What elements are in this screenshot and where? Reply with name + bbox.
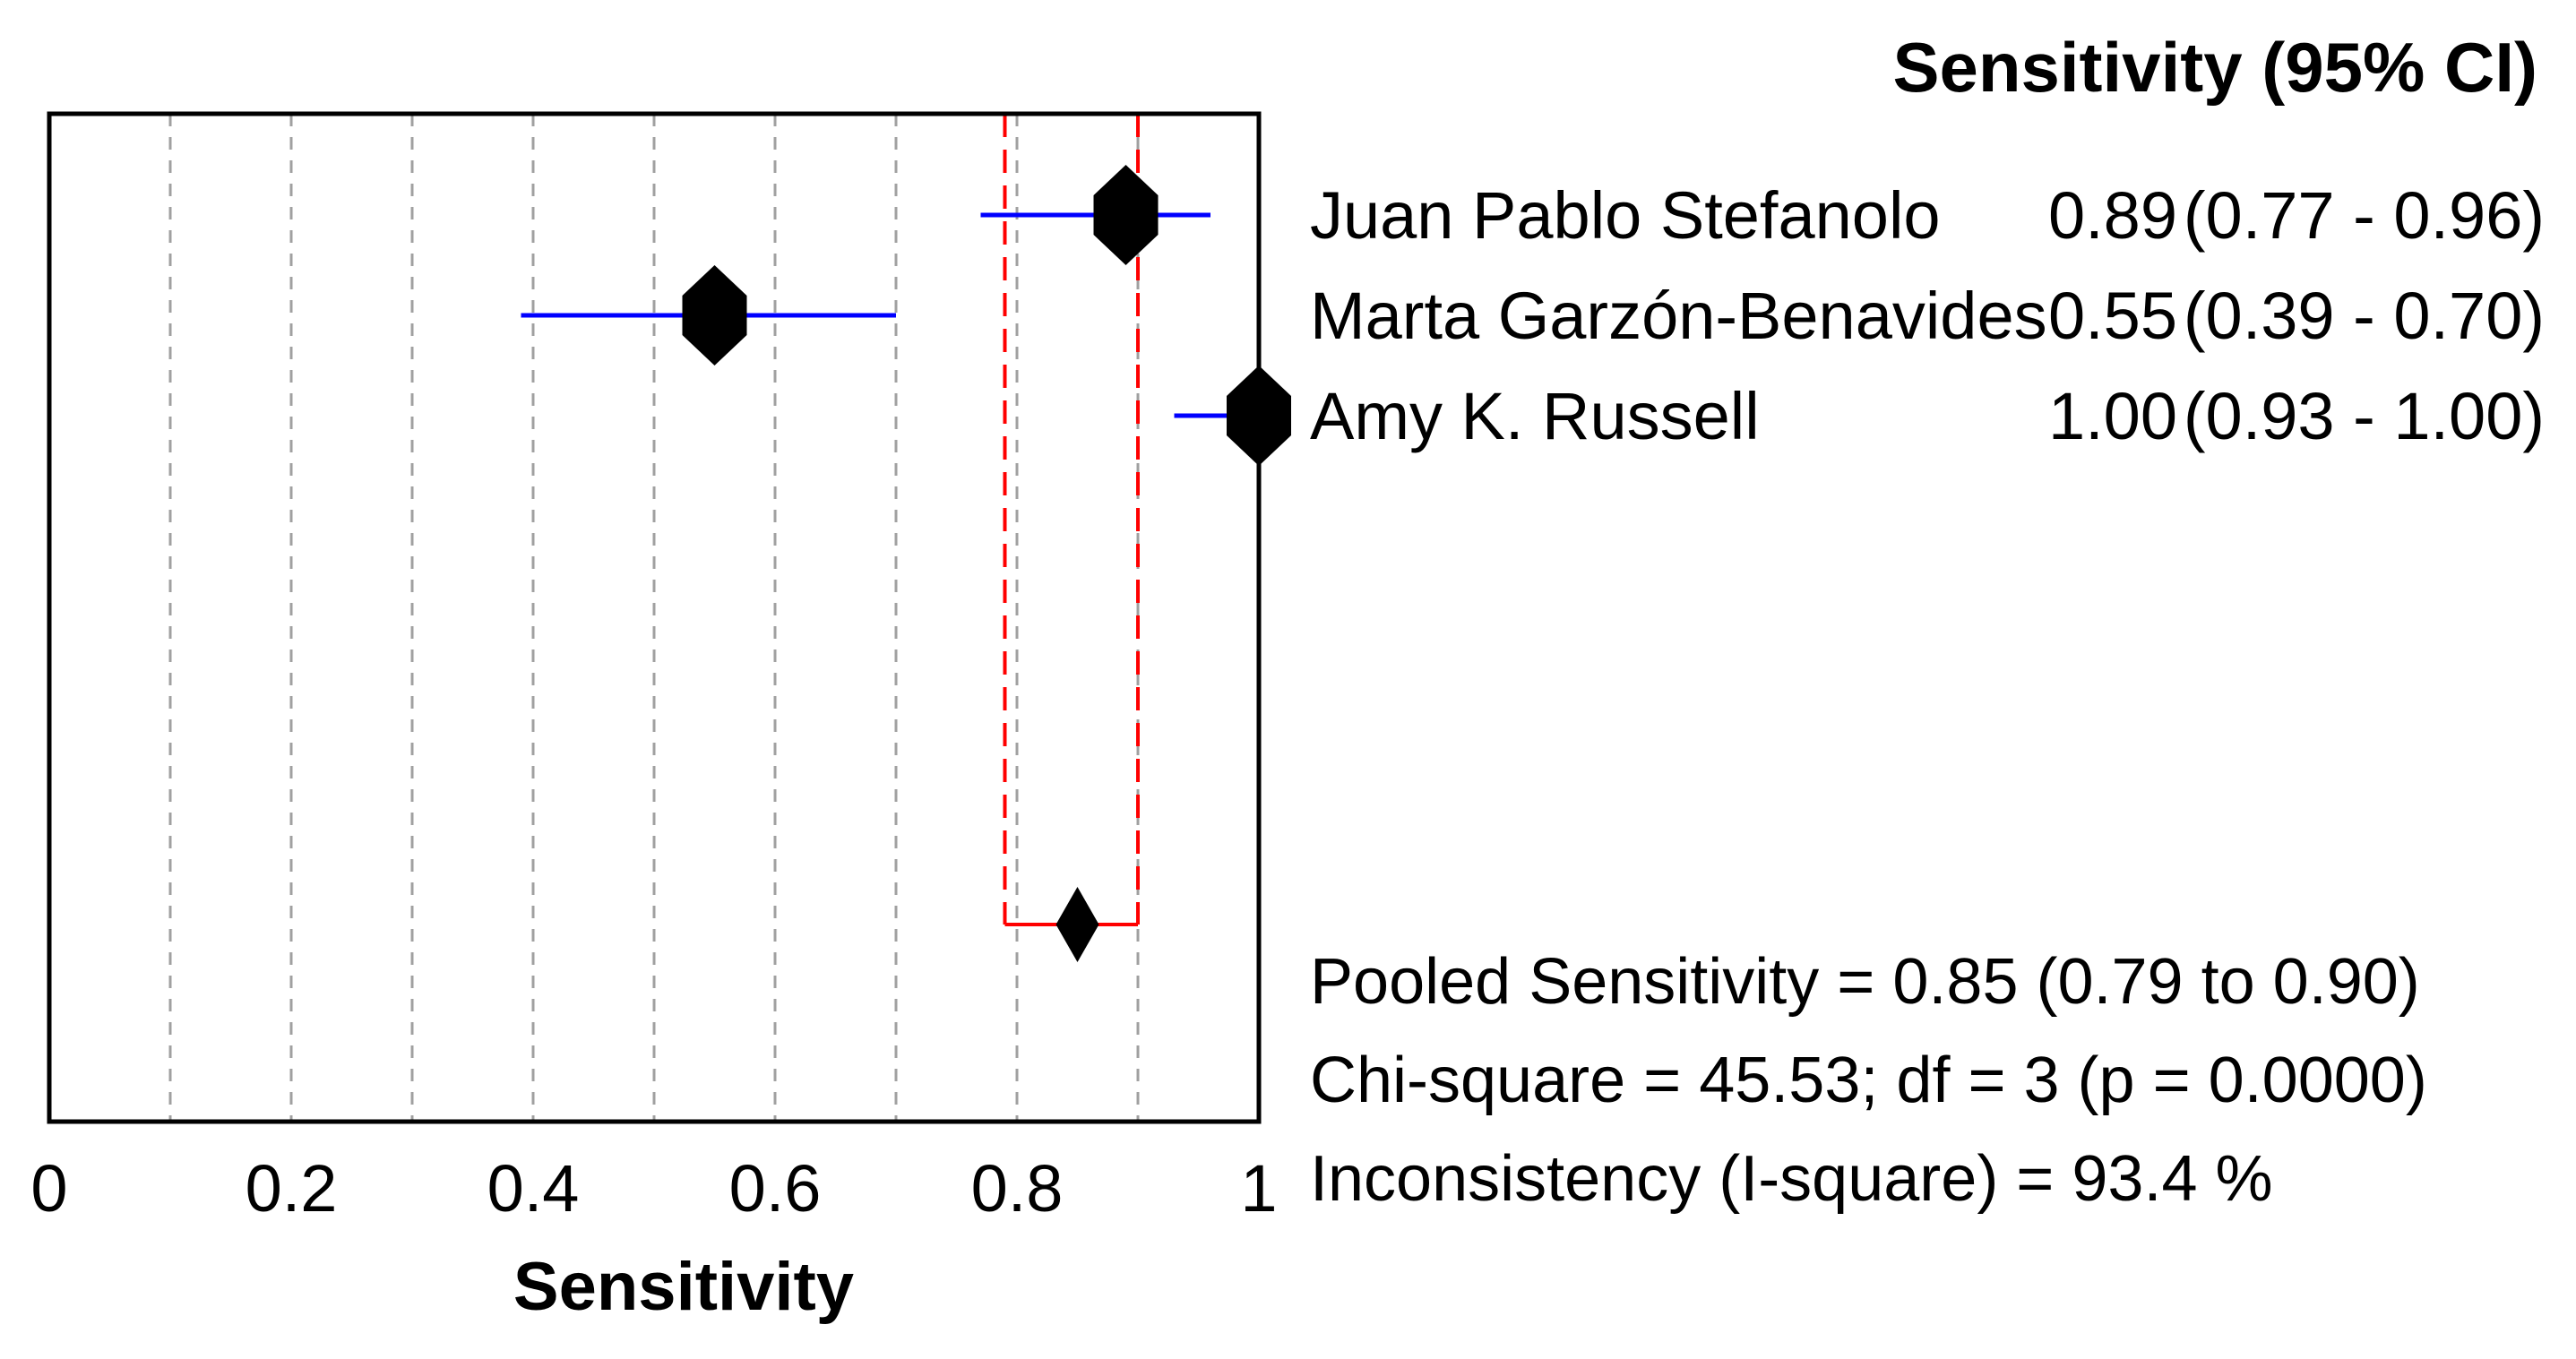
x-tick-label: 1 [1240, 1151, 1277, 1226]
study-point-marker [682, 265, 747, 366]
study-point-marker [1093, 165, 1159, 265]
study-ci-text: (0.93 - 1.00) [2184, 379, 2545, 453]
chi-square-text: Chi-square = 45.53; df = 3 (p = 0.0000) [1310, 1045, 2427, 1116]
x-axis-label: Sensitivity [513, 1249, 854, 1325]
study-estimate: 1.00 [2048, 379, 2177, 453]
study-ci-text: (0.77 - 0.96) [2184, 178, 2545, 253]
pooled-sensitivity-text: Pooled Sensitivity = 0.85 (0.79 to 0.90) [1310, 946, 2420, 1018]
study-markers [521, 165, 1291, 466]
study-name: Amy K. Russell [1310, 379, 1760, 453]
inconsistency-text: Inconsistency (I-square) = 93.4 % [1310, 1143, 2273, 1215]
plot-frame [47, 111, 1262, 1124]
grid-lines [168, 114, 1140, 1122]
pooled-ci-bracket [1003, 114, 1140, 962]
study-name: Juan Pablo Stefanolo [1310, 178, 1941, 253]
study-labels: Juan Pablo Stefanolo 0.89 (0.77 - 0.96) Mar… [1310, 178, 2545, 453]
study-ci-text: (0.39 - 0.70) [2184, 279, 2545, 353]
x-tick-label: 0.6 [729, 1151, 822, 1226]
pooled-diamond [1055, 887, 1099, 962]
x-tick-label: 0.8 [971, 1151, 1064, 1226]
study-estimate: 0.89 [2048, 178, 2177, 253]
column-header: Sensitivity (95% CI) [1892, 28, 2537, 107]
x-tick-label: 0 [30, 1151, 67, 1226]
study-estimate: 0.55 [2048, 279, 2177, 353]
study-name: Marta Garzón-Benavides [1310, 279, 2047, 353]
x-tick-label: 0.2 [246, 1151, 338, 1226]
x-axis-ticks: 0 0.2 0.4 0.6 0.8 1 [30, 1151, 1277, 1226]
x-tick-label: 0.4 [487, 1151, 580, 1226]
